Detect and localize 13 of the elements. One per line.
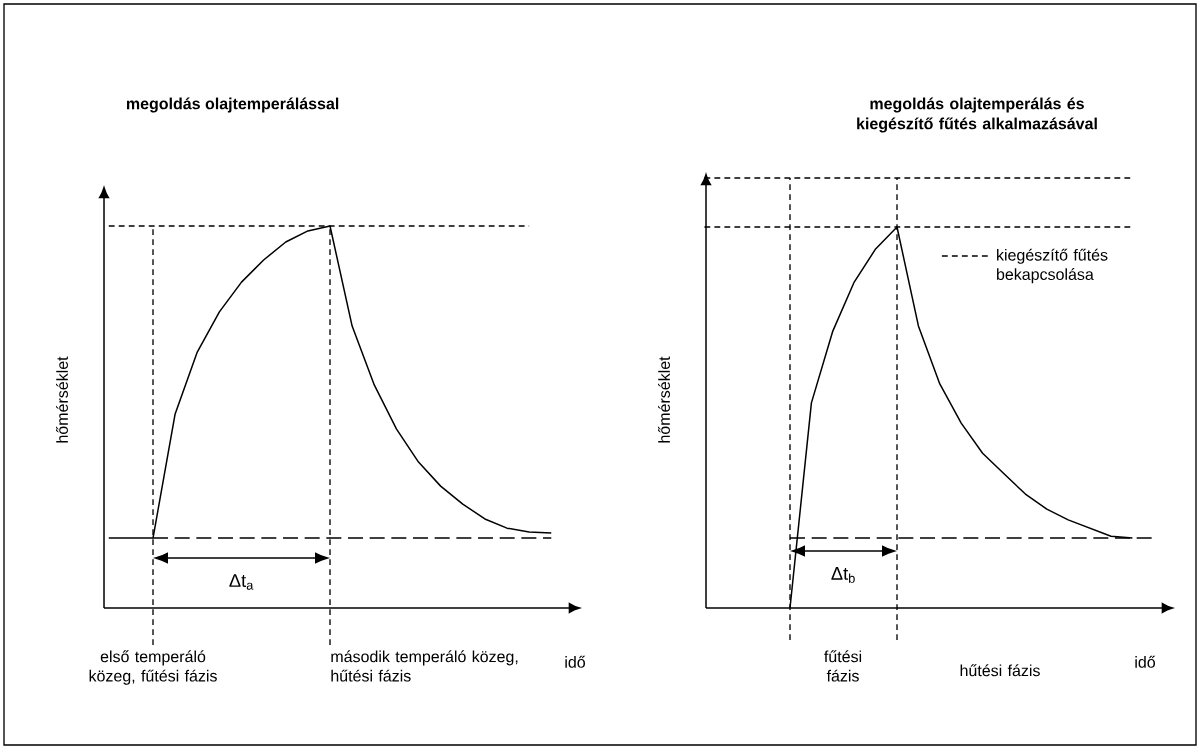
text: második temperáló közeg, hűtési fázis [331, 650, 518, 682]
annotation: Δt$_{a}$ [229, 574, 254, 590]
y-axis-title: hőmérséklet [658, 356, 670, 443]
chart-title: megoldás olajtemperálás és kiegészítő fűtés alkalmazásával [857, 97, 1097, 133]
y-axis-title: hőmérséklet [56, 356, 68, 443]
legend-label: kiegészítő fűtés bekapcsolása [997, 248, 1108, 284]
text: hűtési fázis [960, 664, 1040, 677]
chart-title: megoldás olajtemperálással [126, 97, 339, 113]
text: fűtési fázis [824, 650, 862, 682]
text: első temperáló közeg, fűtési fázis [89, 650, 217, 685]
annotation: Δt$_{b}$ [831, 567, 855, 583]
x-axis-title: idő [1135, 655, 1156, 668]
x-axis-title: idő [565, 655, 586, 668]
